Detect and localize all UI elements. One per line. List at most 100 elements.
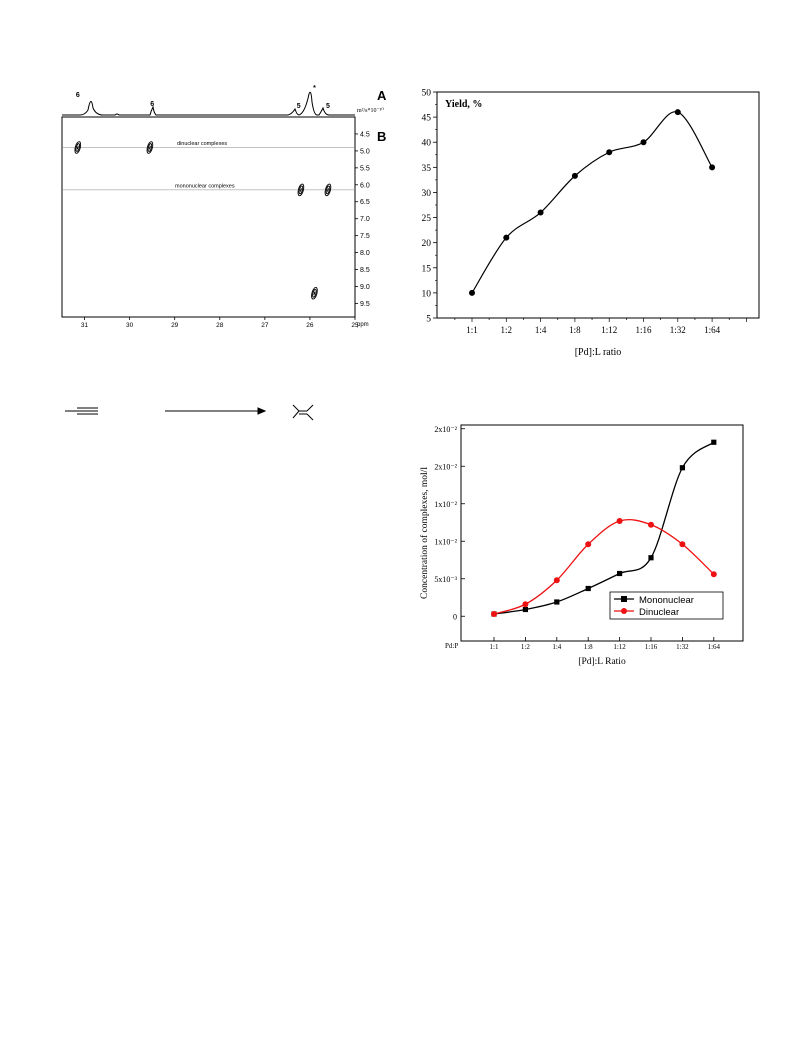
y-tick-label: 8.5 — [360, 267, 370, 274]
y-tick-label: 6.0 — [360, 182, 370, 189]
series-line — [493, 441, 715, 615]
legend: Mononuclear Dinuclear — [609, 591, 724, 620]
x-axis-label: ppm — [357, 322, 369, 328]
x-tick-label: 1:4 — [552, 643, 561, 651]
peak-label: 6 — [150, 101, 154, 108]
data-point — [640, 139, 647, 146]
y-tick-label: 5.0 — [360, 148, 370, 155]
yield-chart: Yield, % 5 10 15 20 25 30 35 40 45 50 1:1 1:2 1:4 1:… — [422, 89, 760, 358]
peak-label: 5 — [297, 103, 301, 110]
x-axis-label: [Pd]:L Ratio — [578, 657, 626, 667]
x-axis-start-label: Pd:P — [445, 642, 458, 650]
x-tick-label: 1:32 — [670, 325, 686, 335]
data-point — [522, 601, 529, 608]
x-tick-label: 1:12 — [613, 643, 626, 651]
y-tick-label: 40 — [422, 139, 432, 149]
x-axis-label: [Pd]:L ratio — [575, 347, 622, 358]
chart-ylabel: Yield, % — [445, 99, 482, 110]
x-tick-label: 1:16 — [635, 325, 652, 335]
cross-peak — [74, 141, 82, 154]
peak-label: 5 — [326, 103, 330, 110]
alkyne-structure — [65, 407, 98, 415]
data-point — [491, 611, 497, 617]
plot-frame — [61, 116, 356, 318]
data-point — [571, 172, 578, 179]
y-tick-label: 2x10⁻² — [434, 425, 457, 434]
fit-curve — [471, 111, 713, 294]
concentration-chart: Concentration of complexes, mol/l 0 5x10⁻… — [419, 424, 744, 667]
x-tick-label: 1:2 — [521, 643, 530, 651]
x-tick-label: 26 — [306, 322, 314, 329]
data-point — [585, 585, 591, 592]
y-axis-label: Concentration of complexes, mol/l — [419, 467, 430, 599]
y-tick-label: 9.0 — [360, 284, 370, 291]
data-point — [585, 541, 592, 548]
data-point — [710, 571, 717, 578]
cross-peak — [146, 141, 154, 154]
data-point — [554, 599, 560, 605]
cross-peak — [311, 286, 318, 300]
x-tick-label: 1:1 — [466, 325, 478, 335]
x-tick-label: 1:32 — [676, 643, 689, 651]
y-tick-label: 2x10⁻² — [434, 462, 457, 471]
x-tick-label: 1:64 — [708, 643, 721, 651]
peak-label: 6 — [76, 92, 80, 99]
y-tick-label: 6.5 — [360, 199, 370, 206]
data-point — [522, 606, 528, 613]
y-tick-label: 5x10⁻³ — [434, 575, 457, 584]
data-point — [606, 149, 613, 156]
data-point — [711, 439, 717, 445]
x-tick-label: 1:2 — [501, 325, 513, 335]
y-tick-label: 10 — [422, 289, 432, 299]
data-point — [537, 209, 544, 216]
data-point — [553, 577, 560, 584]
peak-label: * — [313, 85, 316, 92]
plot-frame — [436, 91, 760, 319]
x-tick-label: 29 — [171, 322, 179, 329]
x-tick-label: 1:64 — [704, 325, 721, 335]
y-tick-label: 25 — [422, 214, 432, 224]
data-point — [648, 521, 654, 528]
y-tick-label: 9.5 — [360, 301, 370, 308]
y-tick-label: 4.5 — [360, 131, 370, 138]
data-point — [679, 465, 685, 471]
y-tick-label: 20 — [422, 239, 432, 249]
reference-line-label: dinuclear complexes — [177, 141, 227, 147]
x-tick-label: 1:16 — [645, 643, 658, 651]
legend-item-dinuclear: Dinuclear — [639, 607, 679, 618]
reference-line-label: mononuclear complexes — [175, 183, 235, 189]
y-tick-label: 8.0 — [360, 250, 370, 257]
panel-label-b: B — [377, 129, 386, 144]
x-tick-label: 1:8 — [584, 643, 593, 651]
data-point — [648, 555, 654, 561]
data-point — [616, 518, 623, 524]
panel-label-a: A — [377, 88, 387, 103]
x-tick-label: 1:1 — [490, 643, 499, 651]
series-mononuclear — [491, 439, 717, 617]
x-tick-label: 27 — [261, 322, 269, 329]
y-axis-label: m²/s*10⁻¹⁰ — [357, 107, 384, 114]
y-tick-label: 30 — [422, 189, 432, 199]
y-tick-label: 5.5 — [360, 165, 370, 172]
dosy-nmr-chart: A B 6 6 5 * 5 m²/s*10⁻¹⁰ 4.5 5.0 5.5 6.0 6.5 7.0 7… — [61, 85, 387, 329]
y-tick-label: 15 — [422, 264, 432, 274]
cross-peak — [324, 183, 332, 197]
data-point — [709, 164, 716, 171]
cross-peak — [297, 183, 305, 197]
series-dinuclear — [491, 518, 717, 617]
data-point — [679, 541, 686, 548]
y-tick-label: 7.0 — [360, 216, 370, 223]
reaction-arrow — [165, 407, 267, 415]
x-tick-label: 28 — [216, 322, 224, 329]
nmr-1d-spectrum — [62, 91, 355, 116]
legend-item-mononuclear: Mononuclear — [639, 595, 694, 606]
data-point — [469, 289, 475, 296]
x-tick-label: 1:12 — [601, 325, 617, 335]
x-tick-label: 1:4 — [535, 325, 547, 335]
y-tick-label: 45 — [422, 114, 432, 124]
data-point — [503, 234, 510, 241]
y-tick-label: 50 — [422, 89, 432, 99]
data-point — [674, 109, 681, 116]
y-tick-label: 35 — [422, 164, 432, 174]
y-tick-label: 5 — [426, 315, 431, 325]
